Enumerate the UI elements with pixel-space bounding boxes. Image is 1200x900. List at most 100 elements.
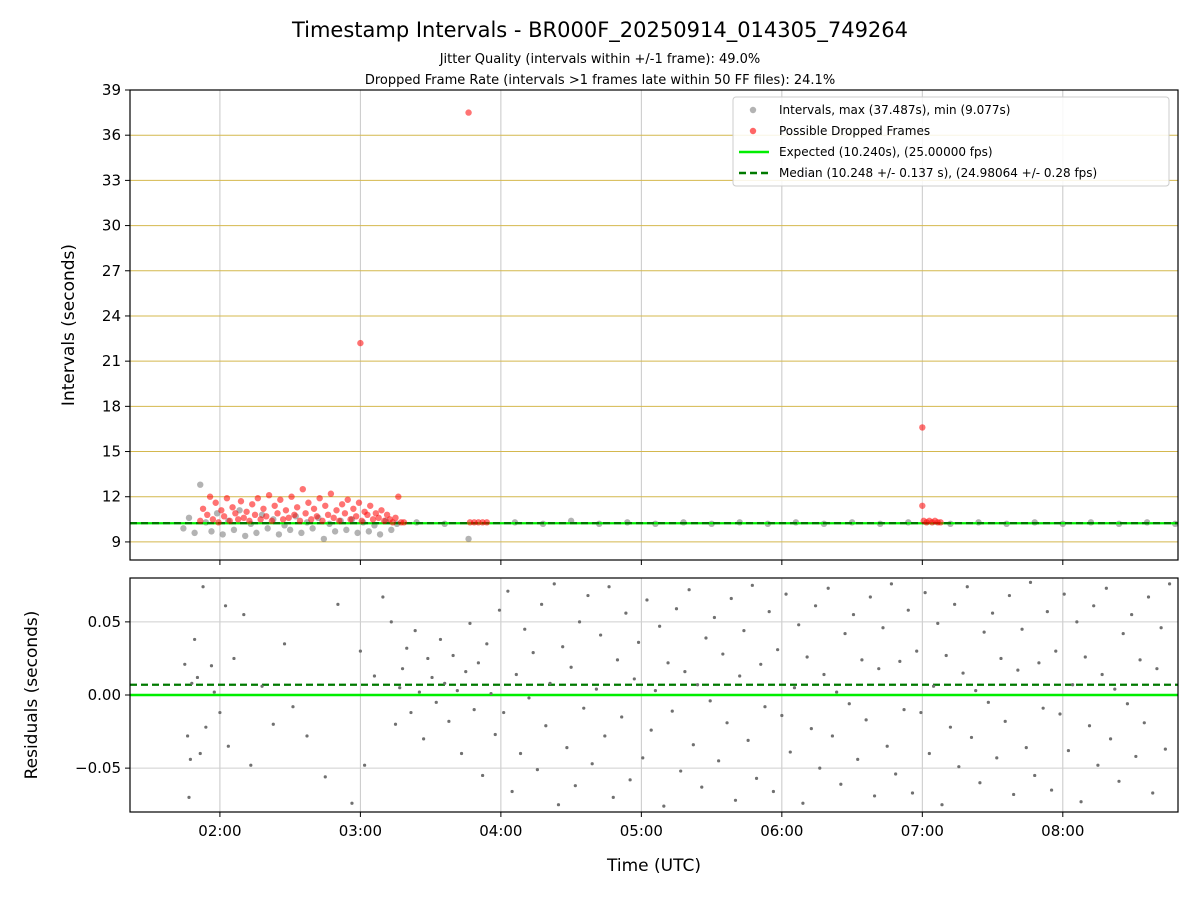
residual-point	[426, 656, 430, 661]
residual-point	[209, 664, 214, 668]
chart-subtitle-jitter: Jitter Quality (intervals within +/-1 fr…	[439, 52, 761, 67]
dropped-frame-point	[251, 511, 259, 519]
residual-point	[502, 710, 506, 715]
interval-point	[241, 532, 249, 540]
residual-point	[695, 683, 700, 687]
xtick-label: 05:00	[620, 822, 663, 840]
residual-point	[1037, 661, 1041, 665]
residual-point	[780, 713, 784, 718]
legend-marker	[749, 106, 757, 114]
dropped-frame-point	[260, 505, 267, 512]
dropped-frame-point	[299, 485, 306, 493]
dropped-frame-point	[305, 499, 312, 506]
residual-point	[830, 734, 835, 738]
dropped-frame-point	[223, 495, 231, 502]
residual-point	[843, 631, 847, 636]
interval-point	[180, 525, 187, 532]
residual-point	[1125, 702, 1130, 706]
residual-point	[1151, 791, 1155, 795]
residual-point	[683, 670, 687, 674]
residual-point	[582, 706, 586, 710]
residual-point	[889, 582, 894, 586]
residual-point	[1012, 792, 1016, 797]
residual-point	[1113, 687, 1117, 691]
residual-point	[1163, 747, 1167, 751]
xtick-label: 08:00	[1041, 822, 1084, 840]
residual-point	[489, 691, 493, 696]
residual-point	[417, 690, 421, 694]
dropped-frame-point	[919, 502, 926, 509]
residuals-ytick-label: 0.00	[88, 686, 121, 704]
dropped-frame-point	[291, 511, 298, 519]
residual-point	[708, 699, 712, 703]
interval-point	[298, 529, 305, 537]
residual-point	[218, 710, 222, 715]
residual-point	[636, 640, 641, 644]
residual-point	[523, 627, 527, 631]
residual-point	[746, 738, 750, 742]
residual-point	[1121, 631, 1125, 636]
dropped-frame-point	[465, 109, 472, 116]
legend-box	[732, 96, 1170, 187]
residual-point	[881, 626, 885, 630]
residual-point	[1075, 620, 1079, 624]
dropped-frame-point	[240, 514, 247, 522]
residual-point	[1066, 748, 1071, 753]
residuals-ytick-label: −0.05	[75, 759, 121, 777]
residual-point	[242, 612, 246, 617]
residual-point	[185, 734, 190, 738]
residual-point	[641, 756, 645, 760]
dropped-frame-point	[274, 510, 281, 517]
residual-point	[434, 700, 438, 704]
intervals-frame	[129, 89, 1179, 561]
dropped-frame-point	[206, 493, 214, 500]
residual-point	[856, 757, 860, 761]
residual-point	[464, 670, 468, 674]
dropped-frame-point	[322, 502, 329, 509]
residual-point	[936, 621, 940, 625]
dropped-frame-point	[341, 510, 349, 517]
residual-point	[1071, 683, 1075, 687]
residual-point	[1159, 626, 1163, 630]
residual-point	[986, 700, 990, 704]
residual-point	[1083, 655, 1087, 659]
intervals-ytick-label: 39	[102, 81, 121, 99]
legend-item-0: Intervals, max (37.487s), min (9.077s)	[749, 103, 1010, 117]
xtick-label: 02:00	[198, 822, 241, 840]
residual-point	[700, 785, 704, 789]
residual-point	[472, 708, 476, 712]
residual-point	[540, 602, 544, 606]
residual-point	[556, 803, 561, 807]
residual-point	[569, 665, 573, 669]
residual-point	[754, 776, 759, 780]
dropped-frame-point	[229, 504, 236, 511]
residual-point	[409, 710, 413, 715]
residual-point	[405, 646, 409, 650]
intervals-ytick-label: 27	[102, 262, 121, 280]
residual-point	[398, 686, 402, 690]
residual-point	[1054, 649, 1058, 653]
dropped-frame-point	[212, 499, 219, 506]
residual-point	[430, 675, 434, 680]
residual-point	[451, 653, 455, 658]
residual-point	[226, 744, 230, 748]
residual-point	[1146, 595, 1151, 599]
residual-point	[372, 674, 377, 678]
residual-point	[594, 687, 599, 691]
legend-marker	[749, 127, 757, 135]
dropped-frame-point	[265, 492, 273, 499]
legend-label: Possible Dropped Frames	[779, 124, 930, 138]
dropped-frame-point	[209, 516, 217, 523]
residual-point	[738, 674, 742, 678]
dropped-frame-point	[232, 510, 239, 517]
dropped-frame-point	[249, 501, 256, 508]
residual-point	[839, 782, 843, 786]
intervals-ytick-label: 21	[102, 352, 121, 370]
residual-point	[183, 662, 187, 666]
residual-point	[590, 762, 594, 766]
residual-point	[1079, 800, 1083, 804]
residual-point	[632, 677, 636, 681]
residual-point	[919, 710, 923, 715]
residual-point	[1049, 788, 1054, 792]
residual-point	[805, 655, 809, 659]
